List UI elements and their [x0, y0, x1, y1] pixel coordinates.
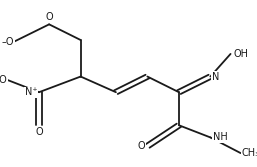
Text: N⁺: N⁺	[25, 87, 38, 97]
Text: –O: –O	[1, 37, 14, 47]
Text: O: O	[45, 12, 53, 22]
Text: ⁻O: ⁻O	[0, 75, 7, 85]
Text: N: N	[212, 71, 219, 81]
Text: O: O	[137, 141, 145, 151]
Text: NH: NH	[213, 132, 228, 142]
Text: OH: OH	[233, 49, 248, 59]
Text: O: O	[35, 127, 43, 137]
Text: CH₃: CH₃	[242, 148, 257, 158]
